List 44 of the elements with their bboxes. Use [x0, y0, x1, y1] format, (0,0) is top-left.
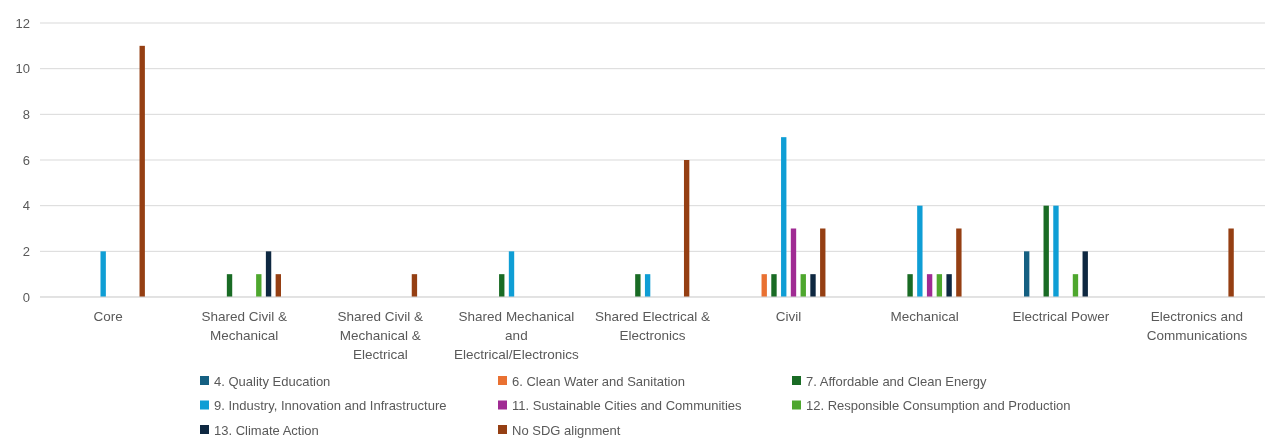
y-tick-label: 0	[22, 289, 30, 305]
legend-label: 13. Climate Action	[214, 422, 319, 438]
legend-label: 9. Industry, Innovation and Infrastructure	[214, 398, 447, 413]
x-tick-label: Civil	[775, 309, 802, 324]
bar	[907, 274, 913, 297]
x-tick-label: Shared Mechanical and Electrical/Electronics	[454, 309, 579, 362]
bar	[781, 137, 787, 297]
bar	[1082, 251, 1088, 297]
x-tick-label: Core	[93, 309, 123, 324]
legend-label: 11. Sustainable Cities and Communities	[512, 398, 743, 413]
legend-label: 7. Affordable and Clean Energy	[806, 373, 987, 389]
legend-label: 6. Clean Water and Sanitation	[512, 373, 685, 389]
bar	[683, 160, 690, 297]
bar	[820, 228, 826, 297]
bar	[635, 274, 641, 297]
bar	[917, 205, 923, 297]
bar	[265, 251, 272, 297]
y-tick-label: 10	[15, 61, 30, 77]
bar	[100, 251, 106, 297]
y-tick-label: 4	[22, 198, 30, 214]
bar	[1024, 251, 1030, 297]
bar	[1043, 205, 1049, 297]
bar	[139, 45, 145, 297]
y-tick-label: 6	[22, 152, 30, 168]
x-tick-label: Electrical Power	[1012, 309, 1110, 324]
legend-label: 4. Quality Education	[214, 373, 331, 389]
bar	[810, 274, 816, 297]
y-tick-label: 2	[22, 243, 30, 259]
bar	[790, 228, 797, 297]
x-tick-label: Electronics and Communications	[1146, 309, 1248, 343]
bar	[1053, 205, 1059, 297]
bar	[1228, 228, 1234, 297]
legend-label: 12. Responsible Consumption and Production	[806, 398, 1071, 413]
bar	[946, 274, 952, 297]
bar	[508, 251, 515, 297]
y-tick-label: 8	[22, 106, 30, 122]
x-tick-label: Mechanical	[890, 309, 959, 324]
x-tick-label: Shared Civil & Mechanical & Electrical	[337, 309, 424, 362]
bar	[956, 228, 962, 297]
legend-label: No SDG alignment	[512, 422, 621, 438]
x-tick-label: Shared Civil & Mechanical	[201, 309, 287, 343]
x-tick-label: Shared Electrical & Electronics	[595, 309, 710, 343]
bar	[771, 274, 777, 297]
y-tick-label: 12	[15, 15, 30, 31]
